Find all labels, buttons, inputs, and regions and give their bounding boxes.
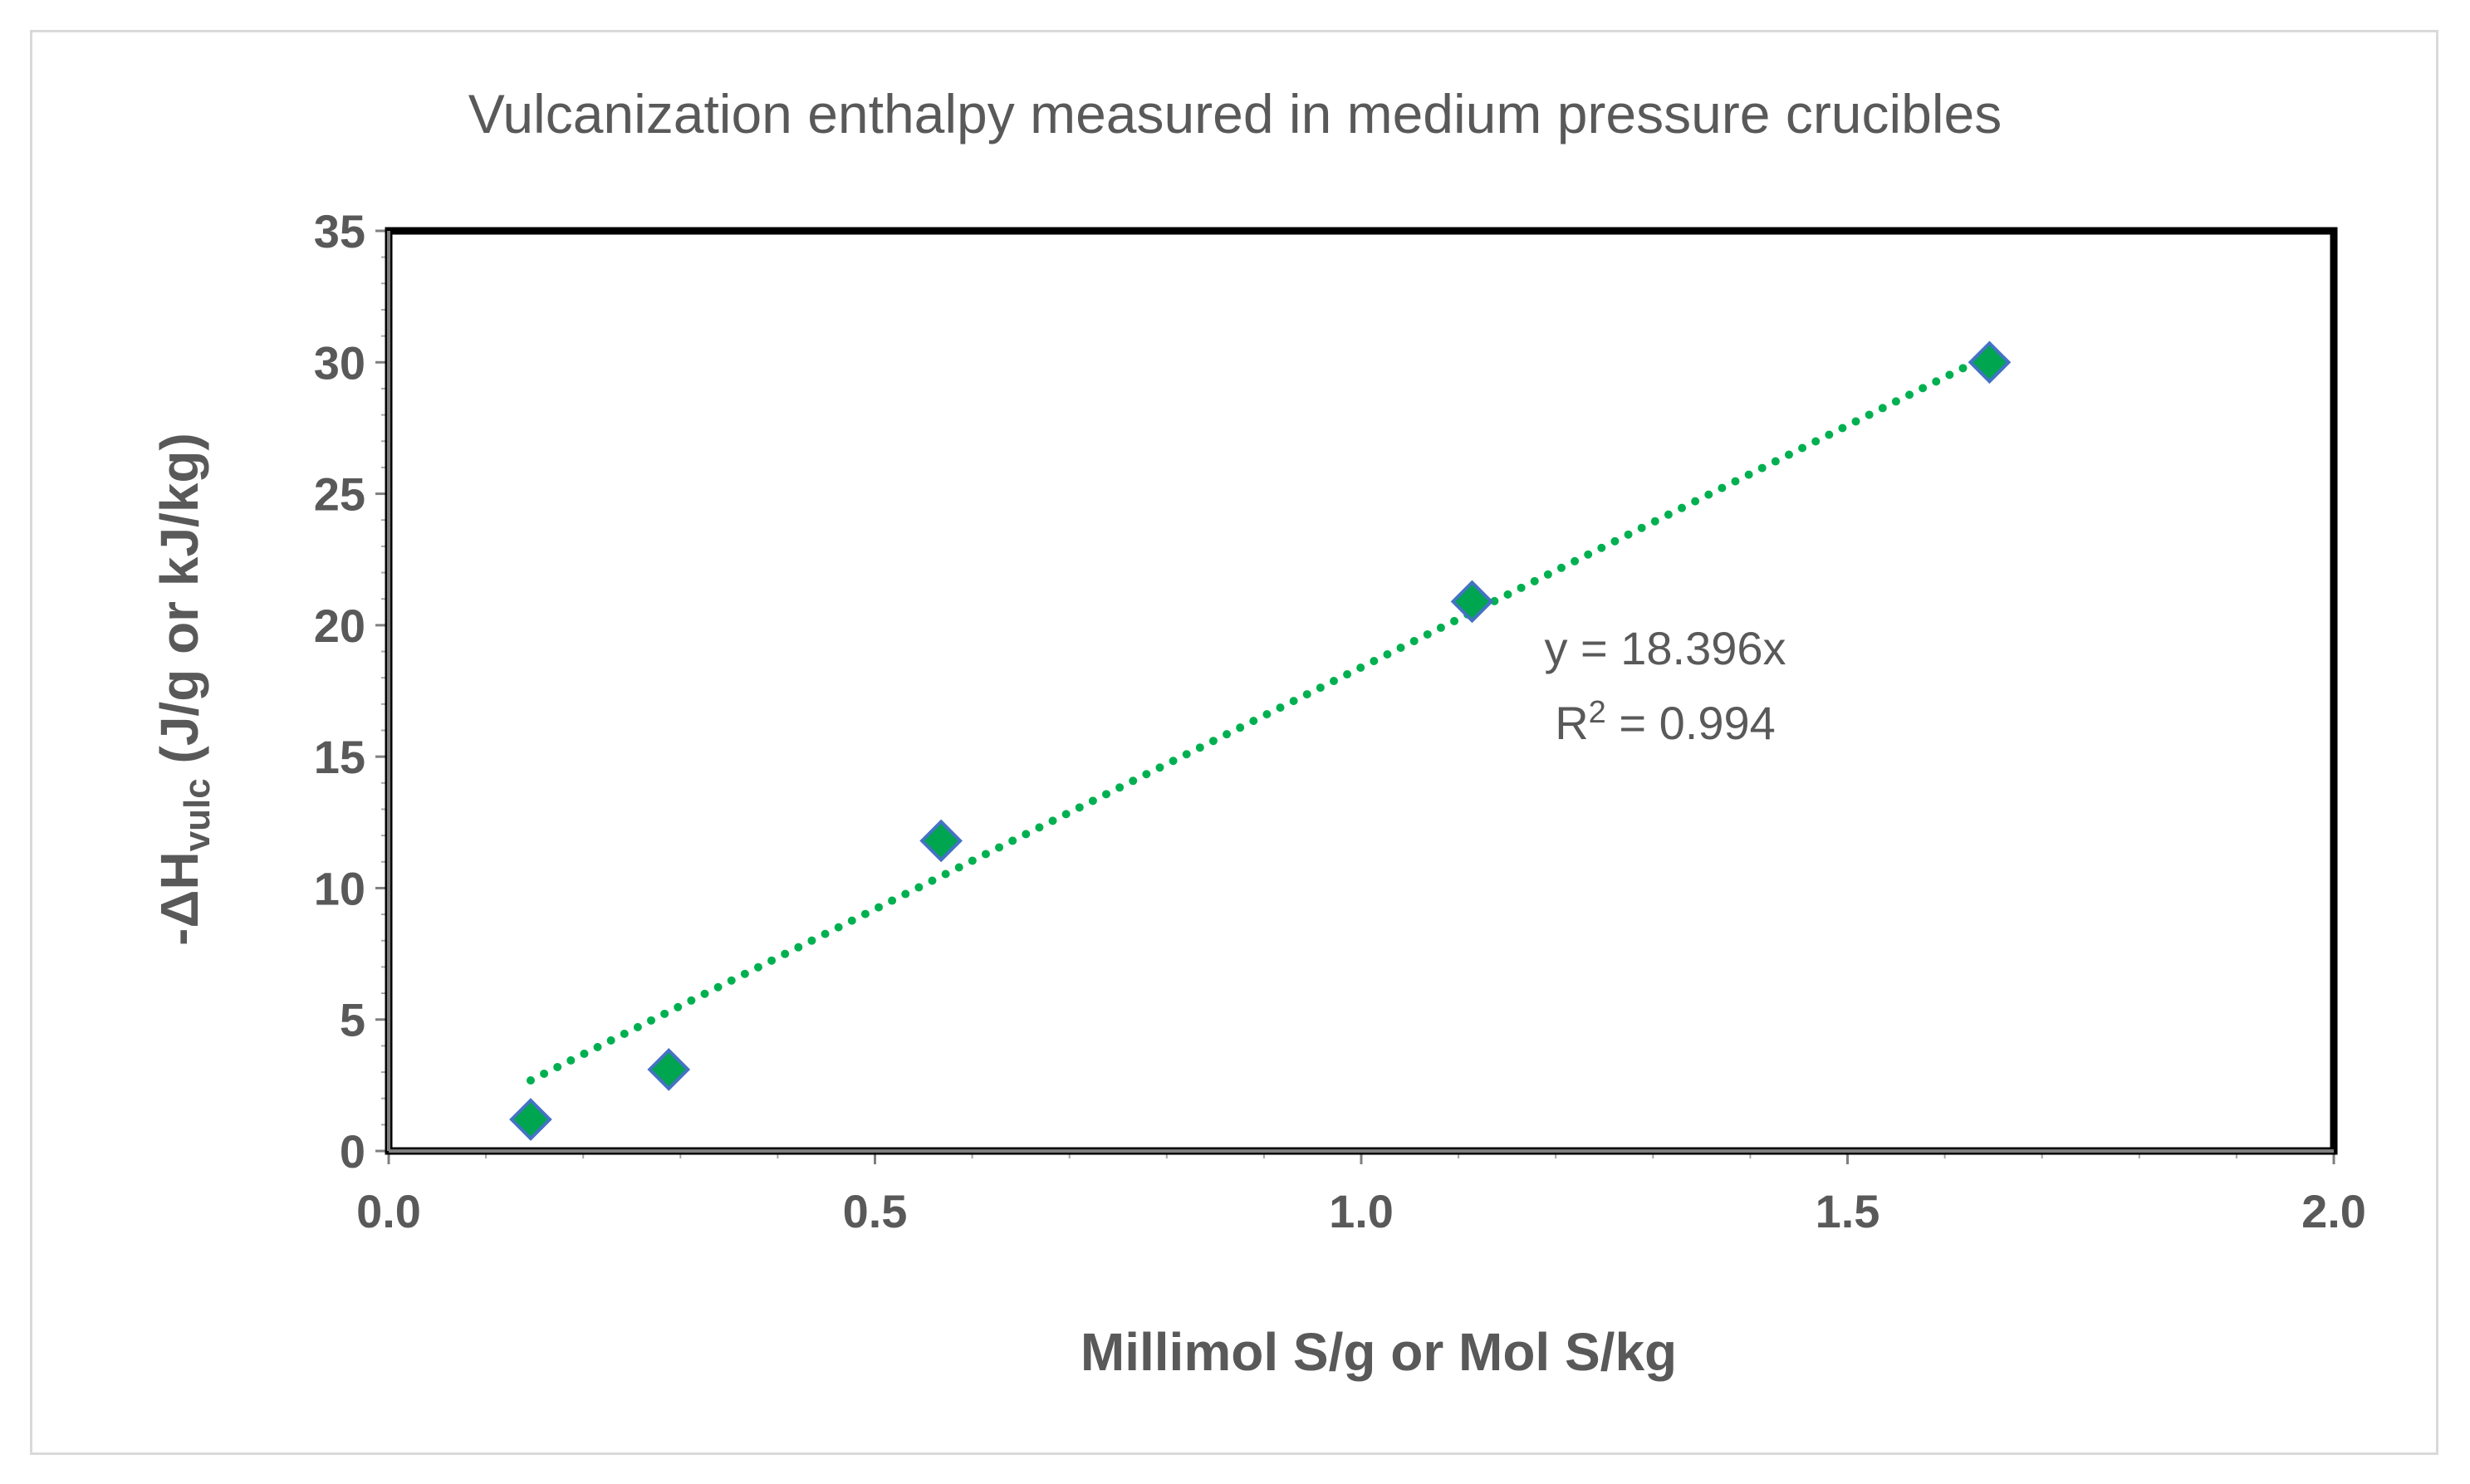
- y-axis-title: -ΔHvulc (J/g or kJ/kg): [149, 433, 218, 946]
- y-tick-label: 20: [314, 600, 365, 652]
- trendline-layer: [526, 350, 1994, 1085]
- data-point-marker: [1450, 580, 1494, 624]
- x-axis-title: Millimol S/g or Mol S/kg: [1081, 1322, 1677, 1382]
- data-point-marker: [509, 1098, 552, 1141]
- tick-labels: 0 5 10 15 20 25 30 35 0.0 0.5 1.0 1.5 2.0: [314, 205, 2366, 1237]
- x-tick-label: 0.5: [843, 1185, 908, 1237]
- y-tick-label: 5: [340, 994, 365, 1046]
- chart-title: Vulcanization enthalpy measured in mediu…: [468, 83, 2002, 144]
- y-axis-title-suffix: (J/g or kJ/kg): [149, 433, 209, 778]
- x-tick-label: 2.0: [2301, 1185, 2366, 1237]
- y-axis-title-subscript: vulc: [177, 778, 218, 851]
- y-tick-label: 30: [314, 336, 365, 389]
- x-tick-label: 0.0: [356, 1185, 421, 1237]
- plot-area-border: [385, 227, 2338, 1155]
- x-tick-label: 1.0: [1329, 1185, 1394, 1237]
- data-point-marker: [919, 819, 963, 863]
- y-tick-label: 10: [314, 862, 365, 914]
- y-tick-label: 0: [340, 1125, 365, 1178]
- trendline-equation: y = 18.396x: [1544, 622, 1786, 674]
- r-squared-superscript: 2: [1589, 695, 1606, 730]
- r-squared-prefix: R: [1555, 697, 1588, 749]
- r-squared-suffix: = 0.994: [1606, 697, 1776, 749]
- chart-frame: [30, 30, 2438, 1455]
- data-point-marker: [647, 1048, 691, 1091]
- trendline: [526, 350, 1994, 1085]
- y-axis-title-prefix: -ΔH: [149, 851, 209, 946]
- data-point-marker: [1968, 340, 2012, 384]
- data-points: [509, 340, 2012, 1141]
- y-tick-label: 35: [314, 205, 365, 257]
- y-tick-label: 25: [314, 468, 365, 521]
- axis-ticks: [375, 229, 2335, 1164]
- x-tick-label: 1.5: [1816, 1185, 1880, 1237]
- trendline-r-squared: R2 = 0.994: [1555, 695, 1776, 749]
- y-tick-label: 15: [314, 731, 365, 783]
- plot-area: [385, 227, 2338, 1155]
